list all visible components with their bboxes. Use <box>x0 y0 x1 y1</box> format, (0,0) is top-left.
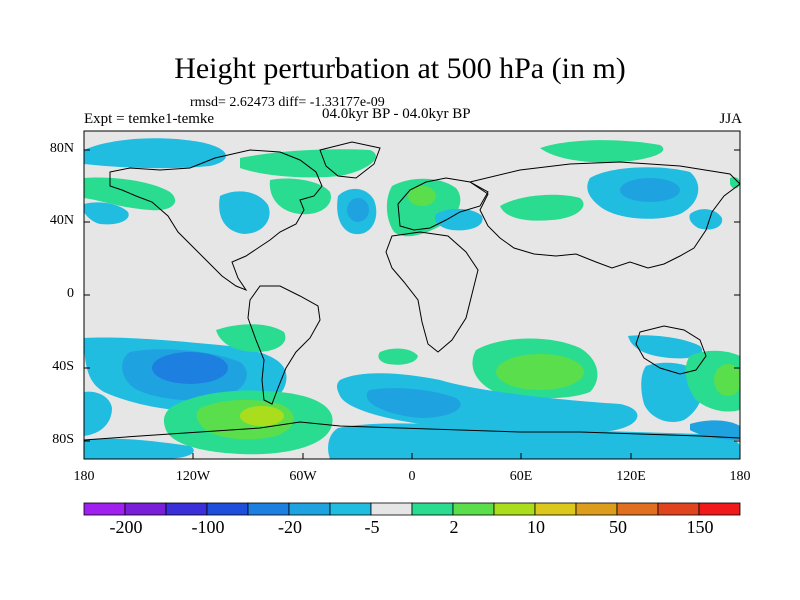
colorbar-swatch <box>288 502 331 516</box>
contour-green-europe-core <box>408 186 436 206</box>
lat-label-40n: 40N <box>49 213 74 228</box>
lat-label-0: 0 <box>67 286 74 301</box>
colorbar-swatch <box>206 502 249 516</box>
contour-fields <box>84 138 740 459</box>
coast-asia <box>468 161 740 269</box>
colorbar-label: 10 <box>527 517 545 537</box>
contour-blue-siberia-core <box>620 178 680 202</box>
contour-blue-sindian <box>337 373 638 433</box>
colorbar-label: 2 <box>449 517 459 537</box>
contour-green-satl <box>378 348 418 365</box>
colorbar-swatch <box>83 502 126 516</box>
lon-label-120w: 120W <box>175 469 211 484</box>
coast-south-america <box>247 285 321 405</box>
colorbar-swatch <box>247 502 290 516</box>
lat-label-80s: 80S <box>52 432 74 447</box>
coast-australia <box>635 325 707 375</box>
colorbar-label: 50 <box>609 517 627 537</box>
lon-label-60e: 60E <box>509 469 533 484</box>
lat-label-40s: 40S <box>52 359 74 374</box>
colorbar-swatch <box>411 502 454 516</box>
colorbar-swatch <box>124 502 167 516</box>
contour-yellow-core <box>240 406 284 426</box>
coast-africa <box>385 231 479 353</box>
colorbar-swatch <box>575 502 618 516</box>
coast-europe <box>397 177 489 231</box>
axis-ticks <box>83 149 741 459</box>
colorbar-swatch <box>165 502 208 516</box>
contour-blue-antarctic <box>84 438 194 459</box>
lon-label-180w: 180 <box>73 469 95 484</box>
colorbar-swatch <box>616 502 659 516</box>
contour-blue-nw-pacific <box>689 209 723 230</box>
map-title: Height perturbation at 500 hPa (in m) <box>174 52 626 85</box>
colorbar-label: -20 <box>278 517 302 537</box>
colorbar-swatch <box>493 502 536 516</box>
lon-label-0: 0 <box>408 469 416 484</box>
lon-label-60w: 60W <box>289 469 317 484</box>
contour-blue-spac-core <box>152 352 228 384</box>
lat-label-80n: 80N <box>49 141 74 156</box>
contour-green-asia <box>500 194 584 221</box>
contour-green-indian-core <box>496 354 584 390</box>
contour-green-arctic-e <box>540 140 664 163</box>
coast-north-america <box>109 149 323 292</box>
contour-blue-matl-core <box>347 198 369 222</box>
coast-greenland <box>319 141 381 179</box>
stats-label: rmsd= 2.62473 diff= -1.33177e-09 <box>190 95 385 110</box>
contour-blue-weddell <box>328 423 740 459</box>
contour-green-hudson <box>269 178 331 215</box>
colorbar-label: -200 <box>109 517 143 537</box>
colorbar-swatch <box>657 502 700 516</box>
coastlines <box>84 141 740 441</box>
period-label: 04.0kyr BP - 04.0kyr BP <box>322 106 471 122</box>
colorbar-swatch <box>534 502 577 516</box>
colorbar-label: -5 <box>364 517 380 537</box>
contour-green-sam <box>216 324 286 352</box>
contour-blue-ross <box>84 391 112 436</box>
colorbar-swatch <box>370 502 413 516</box>
colorbar-swatch <box>698 502 741 516</box>
contour-blue-aus <box>628 335 703 359</box>
colorbar-swatch <box>329 502 372 516</box>
contour-green-nz-core <box>714 364 740 396</box>
contour-blue-nam <box>84 202 129 225</box>
colorbar-label: -100 <box>191 517 225 537</box>
experiment-label: Expt = temke1-temke <box>84 111 215 127</box>
contour-blue-sindian-mid <box>366 388 461 418</box>
lon-label-180e: 180 <box>729 469 751 484</box>
contour-blue-east-antarctic <box>690 420 740 440</box>
contour-blue-npac <box>84 138 227 169</box>
coast-antarctica <box>84 421 740 441</box>
season-label: JJA <box>719 111 742 127</box>
colorbar-swatch <box>452 502 495 516</box>
colorbar-label: 150 <box>686 517 714 537</box>
contour-blue-natl <box>219 191 270 234</box>
contour-green-arctic <box>240 149 376 178</box>
contour-blue-russia <box>434 208 483 231</box>
lon-label-120e: 120E <box>616 469 646 484</box>
